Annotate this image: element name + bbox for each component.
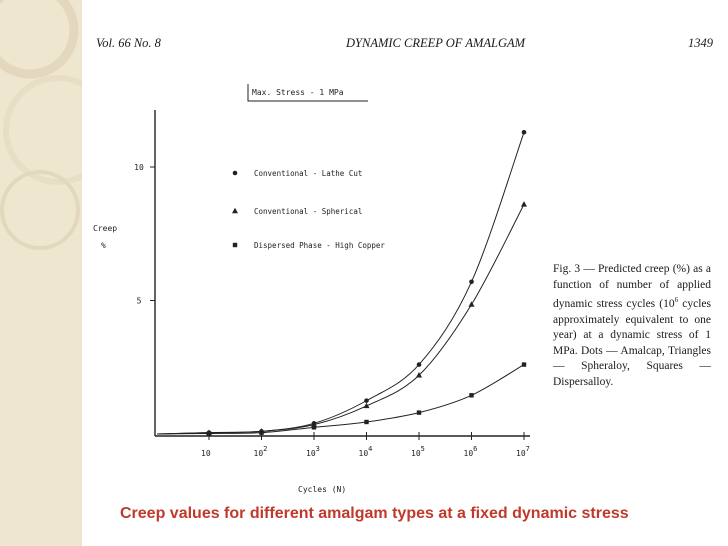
series-line-1 [156, 204, 525, 435]
y-axis-unit: % [101, 241, 106, 250]
data-point-square [311, 425, 317, 430]
y-axis-label: Creep [93, 224, 117, 233]
data-point-square [364, 419, 369, 425]
data-point-square [521, 362, 527, 367]
data-point-square [259, 430, 264, 435]
scanned-page: Vol. 66 No. 8 DYNAMIC CREEP OF AMALGAM 1… [84, 22, 724, 494]
data-point-circle [364, 398, 369, 403]
figure-caption: Fig. 3 — Predicted creep (%) as a functi… [553, 263, 712, 388]
data-point-circle [469, 279, 474, 285]
x-tick-label: 10 [201, 449, 211, 458]
data-point-circle [521, 129, 527, 135]
x-tick-label: 107 [516, 445, 530, 458]
chart-axes [150, 84, 530, 440]
journal-running-title: DYNAMIC CREEP OF AMALGAM [346, 36, 526, 50]
y-tick-label: 5 [137, 297, 142, 306]
data-point-triangle [416, 372, 422, 378]
data-point-square [206, 431, 212, 436]
legend-label: Dispersed Phase - High Copper [254, 241, 385, 250]
data-point-triangle [468, 301, 475, 307]
x-tick-label: 105 [411, 445, 425, 458]
x-tick-label: 102 [254, 445, 268, 458]
slide-title: Creep values for different amalgam types… [120, 505, 629, 522]
y-tick-label: 10 [134, 163, 144, 172]
data-point-triangle [363, 402, 370, 409]
data-point-triangle [521, 201, 527, 207]
chart-title-bracket [247, 84, 368, 102]
x-tick-label: 103 [306, 445, 320, 458]
data-point-square [469, 393, 474, 398]
page-number: 1349 [688, 36, 713, 50]
series-line-2 [156, 364, 525, 435]
legend-marker-circle [232, 170, 238, 176]
x-tick-label: 104 [359, 445, 373, 458]
data-point-square [416, 410, 422, 415]
decorative-rings [0, 0, 82, 250]
chart-title: Max. Stress - 1 MPa [252, 88, 344, 97]
chart-markers [206, 129, 527, 436]
legend-marker-triangle [232, 207, 238, 214]
legend-label: Conventional - Spherical [254, 207, 362, 216]
legend-marker-square [232, 242, 238, 248]
chart-labels: 5 10 10 102 103 104 105 106 107 Cycles (N) Creep% M… [93, 88, 530, 494]
x-axis-label: Cycles (N) [298, 485, 346, 494]
journal-volume: Vol. 66 No. 8 [96, 36, 161, 50]
legend-label: Conventional - Lathe Cut [254, 169, 362, 178]
decorative-left-band [0, 0, 82, 546]
x-tick-label: 106 [464, 445, 478, 458]
data-point-circle [416, 362, 422, 367]
